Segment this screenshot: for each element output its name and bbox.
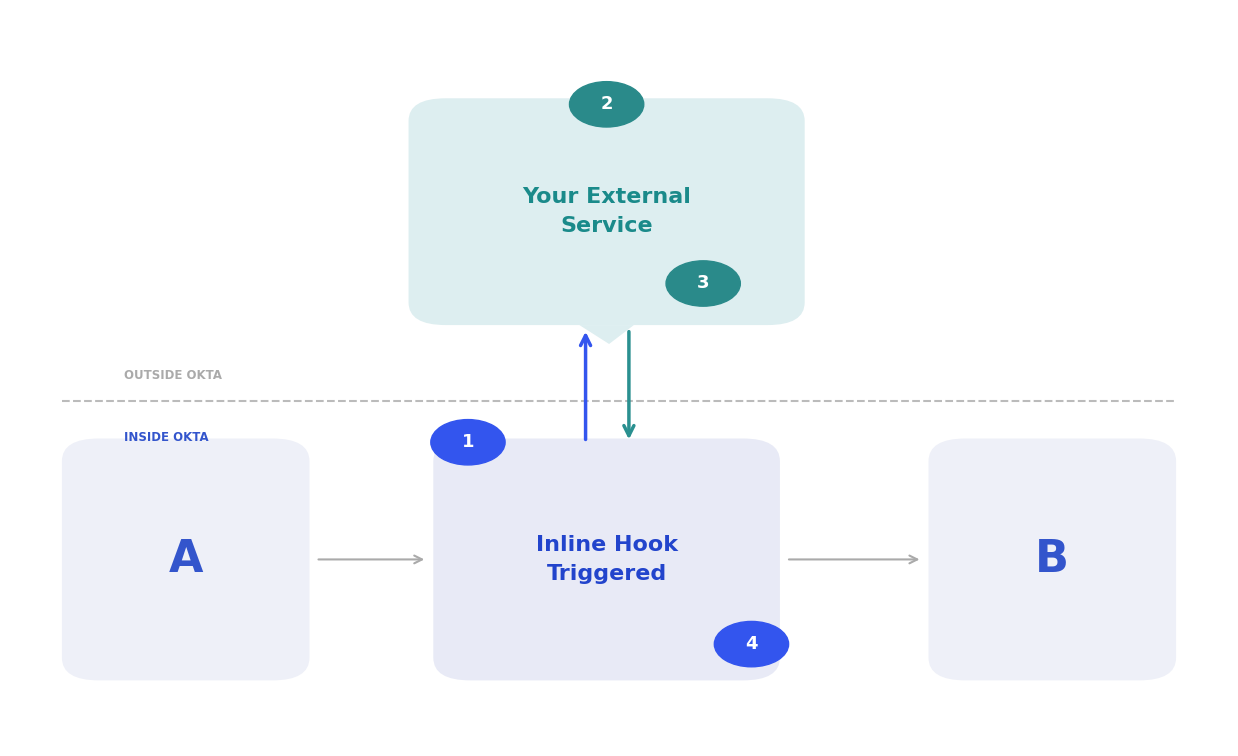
FancyBboxPatch shape xyxy=(409,98,805,325)
Circle shape xyxy=(714,621,789,667)
Text: Your External
Service: Your External Service xyxy=(522,187,691,237)
FancyBboxPatch shape xyxy=(433,438,780,680)
Text: INSIDE OKTA: INSIDE OKTA xyxy=(124,431,208,444)
Text: A: A xyxy=(168,538,203,581)
FancyBboxPatch shape xyxy=(928,438,1176,680)
Text: OUTSIDE OKTA: OUTSIDE OKTA xyxy=(124,369,222,382)
Circle shape xyxy=(666,261,740,306)
Circle shape xyxy=(569,82,644,127)
Text: 1: 1 xyxy=(462,433,474,451)
Text: B: B xyxy=(1035,538,1070,581)
FancyBboxPatch shape xyxy=(62,438,310,680)
Text: 2: 2 xyxy=(600,95,613,113)
Text: 4: 4 xyxy=(745,635,758,653)
Text: 3: 3 xyxy=(697,274,709,293)
Circle shape xyxy=(431,420,505,465)
Text: Inline Hook
Triggered: Inline Hook Triggered xyxy=(536,534,677,584)
Polygon shape xyxy=(579,325,634,344)
